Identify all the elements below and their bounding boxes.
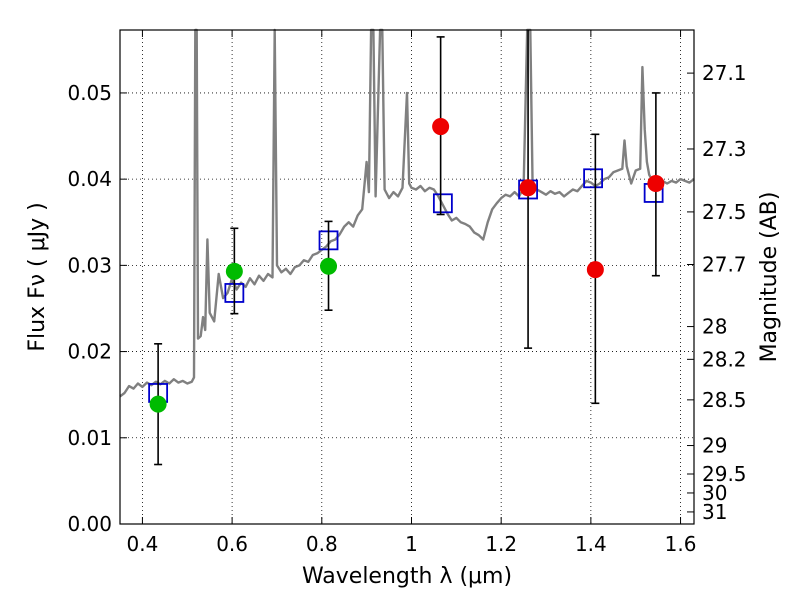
mag-tick-label: 31 bbox=[702, 500, 727, 524]
mag-tick-label: 29.5 bbox=[702, 462, 747, 486]
x-tick-label: 1 bbox=[405, 532, 418, 556]
mag-tick-label: 29 bbox=[702, 434, 727, 458]
mag-tick-label: 28 bbox=[702, 315, 727, 339]
mag-tick-label: 27.1 bbox=[702, 61, 747, 85]
plot-frame bbox=[119, 29, 695, 525]
mag-tick-label: 27.7 bbox=[702, 252, 747, 276]
red-data-point bbox=[432, 118, 450, 136]
model-square-point bbox=[583, 168, 604, 189]
mag-tick-label: 27.3 bbox=[702, 137, 747, 161]
x-tick-label: 1.6 bbox=[665, 532, 697, 556]
y-axis-label: Flux Fν ( μJy ) bbox=[25, 202, 50, 351]
mag-tick-label: 30 bbox=[702, 481, 727, 505]
red-data-point bbox=[586, 261, 604, 279]
x-tick-label: 1.2 bbox=[485, 532, 517, 556]
x-tick-label: 0.8 bbox=[306, 532, 338, 556]
red-data-point bbox=[519, 179, 537, 197]
green-data-point bbox=[225, 262, 243, 280]
x-tick-label: 0.4 bbox=[127, 532, 159, 556]
y-tick-label: 0.05 bbox=[67, 81, 112, 105]
y-tick-label: 0.03 bbox=[67, 253, 112, 277]
model-square-point bbox=[432, 193, 453, 214]
mag-tick-label: 28.5 bbox=[702, 388, 747, 412]
y-tick-label: 0.01 bbox=[67, 426, 112, 450]
x-tick-label: 0.6 bbox=[216, 532, 248, 556]
red-data-point bbox=[647, 174, 665, 192]
plot-series bbox=[119, 28, 695, 466]
y-tick-label: 0.00 bbox=[67, 512, 112, 536]
mag-tick-label: 27.5 bbox=[702, 200, 747, 224]
green-data-point bbox=[149, 395, 167, 413]
y-tick-label: 0.04 bbox=[67, 167, 112, 191]
mag-tick-label: 28.2 bbox=[702, 347, 747, 371]
green-data-point bbox=[320, 257, 338, 275]
x-tick-label: 1.4 bbox=[575, 532, 607, 556]
y2-axis-label: Magnitude (AB) bbox=[757, 192, 782, 363]
y-tick-label: 0.02 bbox=[67, 340, 112, 364]
x-axis-label: Wavelength λ (μm) bbox=[302, 564, 512, 589]
axes: 0.4 0.6 0.8 1 1.2 1.4 1.6 0.00 0.01 0.02 0.03 0.04 0… bbox=[67, 30, 747, 556]
spectrum-line bbox=[119, 28, 695, 398]
